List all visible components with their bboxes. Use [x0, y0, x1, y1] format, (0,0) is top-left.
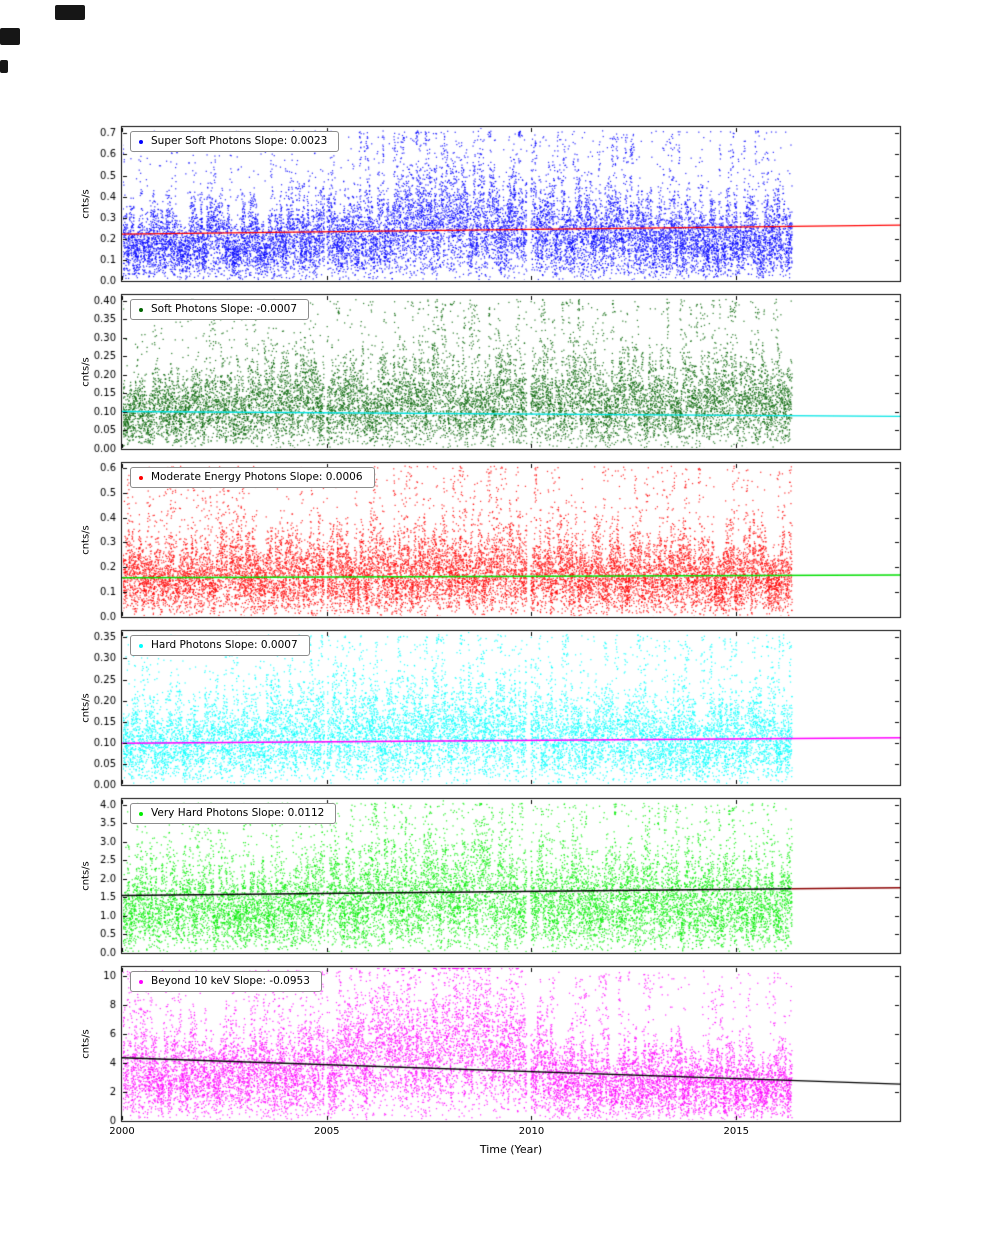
legend-marker-icon [139, 643, 143, 648]
legend-label: Very Hard Photons Slope: 0.0112 [151, 807, 325, 819]
artifact-blob [55, 5, 85, 20]
legend: Beyond 10 keV Slope: -0.0953 [130, 971, 322, 993]
y-axis-label: cnts/s [80, 1029, 92, 1059]
legend: Moderate Energy Photons Slope: 0.0006 [130, 467, 375, 489]
legend-label: Super Soft Photons Slope: 0.0023 [151, 135, 328, 147]
legend-marker-icon [139, 139, 143, 144]
legend-marker-icon [139, 307, 143, 312]
legend-label: Moderate Energy Photons Slope: 0.0006 [151, 471, 363, 483]
artifact-blob [0, 60, 8, 73]
legend: Hard Photons Slope: 0.0007 [130, 635, 310, 657]
x-tick-label: 2015 [723, 1126, 749, 1137]
y-axis-label: cnts/s [80, 357, 92, 387]
x-tick-label: 2010 [518, 1126, 545, 1137]
y-axis-label: cnts/s [80, 525, 92, 555]
legend: Soft Photons Slope: -0.0007 [130, 299, 310, 321]
legend-label: Beyond 10 keV Slope: -0.0953 [151, 975, 310, 987]
legend: Very Hard Photons Slope: 0.0112 [130, 803, 337, 825]
y-axis-label: cnts/s [80, 861, 92, 891]
legend-marker-icon [139, 979, 143, 984]
x-axis-label: Time (Year) [479, 1143, 543, 1156]
y-axis-label: cnts/s [80, 189, 92, 219]
x-tick-label: 2000 [109, 1126, 135, 1137]
artifact-blob [0, 28, 20, 45]
y-axis-label: cnts/s [80, 693, 92, 723]
legend-marker-icon [139, 811, 143, 816]
legend-label: Hard Photons Slope: 0.0007 [151, 639, 298, 651]
legend: Super Soft Photons Slope: 0.0023 [130, 131, 340, 153]
x-tick-label: 2005 [314, 1126, 340, 1137]
legend-label: Soft Photons Slope: -0.0007 [151, 303, 298, 315]
legend-marker-icon [139, 475, 143, 480]
